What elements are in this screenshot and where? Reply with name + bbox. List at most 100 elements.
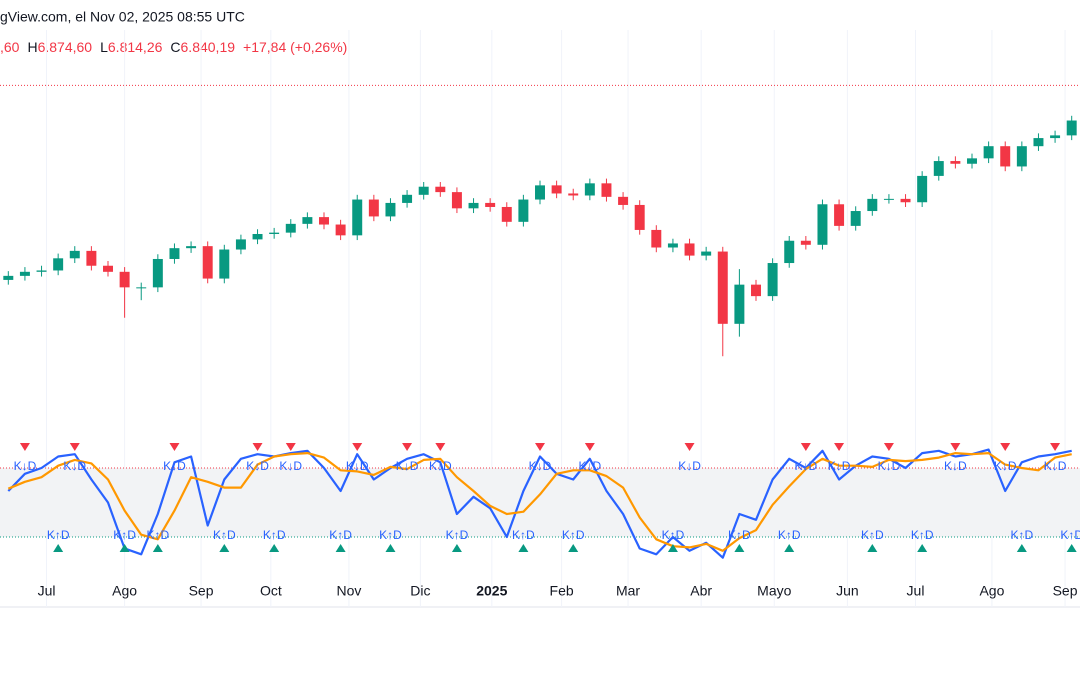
cross-up-label: K↑D xyxy=(861,528,884,542)
cross-up-marker xyxy=(917,544,928,552)
cross-down-label: K↓D xyxy=(429,459,452,473)
cross-down-marker xyxy=(285,443,296,451)
x-tick-label: Jul xyxy=(38,583,56,599)
cross-down-marker xyxy=(352,443,363,451)
cross-down-label: K↓D xyxy=(63,459,86,473)
cross-up-marker xyxy=(119,544,130,552)
candle-body xyxy=(136,287,147,289)
ohlc-value: 6.874,60 xyxy=(38,39,93,55)
change: +17,84 (+0,26%) xyxy=(243,39,347,55)
cross-down-marker xyxy=(883,443,894,451)
candle-body xyxy=(684,243,695,256)
stoch-line xyxy=(7,448,1072,559)
cross-up-marker xyxy=(518,544,529,552)
candle-body xyxy=(186,246,197,249)
cross-down-label: K↓D xyxy=(1044,459,1067,473)
cross-up-marker xyxy=(1016,544,1027,552)
ohlc-legend: ,60 H6.874,60 L6.814,26 C6.840,19 +17,84 (+0… xyxy=(0,39,347,55)
x-axis: Jul Ago Sep Oct Nov Dic 2025 Feb Mar Abr Mayo Jun Ju… xyxy=(38,583,1078,599)
cross-down-marker xyxy=(800,443,811,451)
candle-body xyxy=(285,223,296,233)
candle-body xyxy=(551,185,562,194)
cross-up-label: K↑D xyxy=(379,528,402,542)
x-tick-label: Oct xyxy=(260,583,282,599)
open-fragment: ,60 xyxy=(0,39,20,55)
candle-body xyxy=(69,250,80,259)
candle-body xyxy=(967,158,977,164)
cross-up-label: K↑D xyxy=(446,528,469,542)
candle-body xyxy=(784,240,795,264)
header: gView.com, el Nov 02, 2025 08:55 UTC xyxy=(0,9,245,25)
cross-down-label: K↓D xyxy=(944,459,967,473)
cross-up-marker xyxy=(385,544,396,552)
cross-up-label: K↑D xyxy=(329,528,352,542)
candle-body xyxy=(850,211,861,226)
candle-body xyxy=(385,202,396,217)
candle-body xyxy=(86,250,97,266)
candle-body xyxy=(269,232,280,234)
candle-body xyxy=(900,198,911,203)
cross-up-label: K↑D xyxy=(911,528,934,542)
cross-up-label: K↑D xyxy=(662,528,685,542)
cross-up-marker xyxy=(667,544,678,552)
ohlc-value: 6.840,19 xyxy=(181,39,236,55)
cross-down-marker xyxy=(402,443,413,451)
cross-up-label: K↑D xyxy=(512,528,535,542)
candle-body xyxy=(800,240,811,245)
cross-up-label: K↑D xyxy=(1060,528,1080,542)
stoch-line xyxy=(7,452,1072,552)
x-tick-label: Jul xyxy=(907,583,925,599)
cross-down-marker xyxy=(435,443,446,451)
stochastic-panel: K↓D K↓D K↓D K↓D K↓D K↓D K↓D K↓D K↓D K↓D K↓D K↓D K↓D K… xyxy=(0,443,1080,559)
cross-down-marker xyxy=(1000,443,1011,451)
cross-up-marker xyxy=(269,544,280,552)
cross-down-label: K↓D xyxy=(346,459,369,473)
candle-body xyxy=(402,194,413,203)
cross-down-label: K↓D xyxy=(678,459,701,473)
x-tick-label: Sep xyxy=(189,583,214,599)
candle-body xyxy=(352,199,363,236)
cross-down-label: K↓D xyxy=(878,459,901,473)
candle-body xyxy=(701,251,712,256)
candle-body xyxy=(252,233,263,240)
cross-down-label: K↓D xyxy=(14,459,37,473)
cross-up-marker xyxy=(219,544,230,552)
candle-body xyxy=(1000,146,1011,167)
candle-body xyxy=(584,183,595,196)
candle-body xyxy=(917,175,928,203)
ohlc-key: L xyxy=(100,39,108,55)
candle-body xyxy=(319,217,329,225)
candle-body xyxy=(1016,146,1027,167)
x-tick-label: Abr xyxy=(690,583,712,599)
cross-down-marker xyxy=(169,443,180,451)
candle-body xyxy=(501,206,512,222)
cross-down-marker xyxy=(1050,443,1061,451)
cross-down-label: K↓D xyxy=(579,459,602,473)
cross-down-marker xyxy=(19,443,30,451)
candle-body xyxy=(119,271,130,288)
candle-body xyxy=(817,204,828,245)
candle-body xyxy=(235,239,246,250)
x-tick-label: Mar xyxy=(616,583,640,599)
candles xyxy=(3,115,1077,357)
candle-body xyxy=(950,161,961,164)
candle-body xyxy=(883,198,894,200)
x-tick-label: Dic xyxy=(410,583,430,599)
x-tick-label: Ago xyxy=(112,583,137,599)
cross-down-marker xyxy=(584,443,595,451)
candle-body xyxy=(36,270,47,272)
candle-body xyxy=(302,217,313,224)
cross-down-label: K↓D xyxy=(828,459,851,473)
candle-body xyxy=(368,199,379,217)
cross-up-marker xyxy=(568,544,579,552)
candle-body xyxy=(202,246,213,279)
cross-up-label: K↑D xyxy=(113,528,136,542)
candle-body xyxy=(468,202,479,209)
x-tick-label: Jun xyxy=(836,583,859,599)
candle-body xyxy=(219,249,230,279)
cross-down-label: K↓D xyxy=(529,459,552,473)
cross-up-marker xyxy=(784,544,795,552)
cross-down-marker xyxy=(834,443,845,451)
cross-up-marker xyxy=(335,544,346,552)
